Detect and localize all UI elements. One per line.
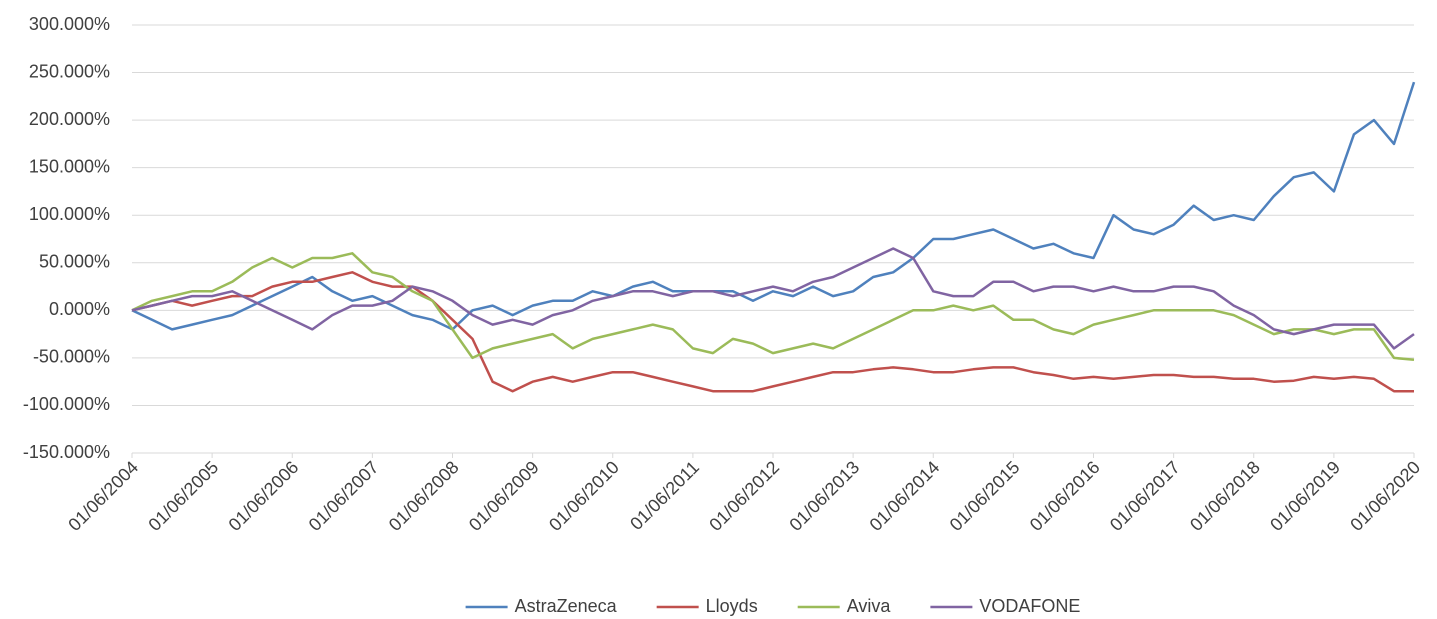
y-tick-label: 150.000% bbox=[29, 156, 110, 176]
legend-label: AstraZeneca bbox=[515, 596, 618, 616]
x-tick-label: 01/06/2017 bbox=[1106, 457, 1184, 535]
x-tick-label: 01/06/2007 bbox=[305, 457, 383, 535]
x-tick-label: 01/06/2020 bbox=[1346, 457, 1424, 535]
y-tick-label: 100.000% bbox=[29, 204, 110, 224]
y-tick-label: 0.000% bbox=[49, 299, 110, 319]
x-tick-label: 01/06/2012 bbox=[705, 457, 783, 535]
y-tick-label: -100.000% bbox=[23, 394, 110, 414]
series-line bbox=[131, 271, 1414, 393]
x-tick-label: 01/06/2011 bbox=[626, 457, 703, 534]
y-tick-label: 250.000% bbox=[29, 61, 110, 81]
x-tick-label: 01/06/2014 bbox=[866, 457, 944, 535]
x-tick-label: 01/06/2006 bbox=[225, 457, 303, 535]
y-tick-label: 50.000% bbox=[39, 252, 110, 272]
x-tick-label: 01/06/2018 bbox=[1186, 457, 1264, 535]
x-tick-label: 01/06/2019 bbox=[1266, 457, 1344, 535]
x-tick-label: 01/06/2009 bbox=[465, 457, 543, 535]
series-line bbox=[131, 81, 1416, 331]
y-tick-label: -50.000% bbox=[33, 347, 110, 367]
x-tick-label: 01/06/2015 bbox=[946, 457, 1024, 535]
x-tick-label: 01/06/2013 bbox=[785, 457, 863, 535]
x-tick-label: 01/06/2016 bbox=[1026, 457, 1104, 535]
series-line bbox=[131, 247, 1415, 350]
x-tick-label: 01/06/2005 bbox=[144, 457, 222, 535]
series-line bbox=[131, 252, 1415, 362]
legend-label: VODAFONE bbox=[979, 596, 1080, 616]
legend-label: Lloyds bbox=[706, 596, 758, 616]
legend-label: Aviva bbox=[847, 596, 892, 616]
x-tick-label: 01/06/2008 bbox=[385, 457, 463, 535]
y-tick-label: 200.000% bbox=[29, 109, 110, 129]
x-tick-label: 01/06/2004 bbox=[64, 457, 142, 535]
y-tick-label: -150.000% bbox=[23, 442, 110, 462]
y-tick-label: 300.000% bbox=[29, 14, 110, 34]
x-tick-label: 01/06/2010 bbox=[545, 457, 623, 535]
